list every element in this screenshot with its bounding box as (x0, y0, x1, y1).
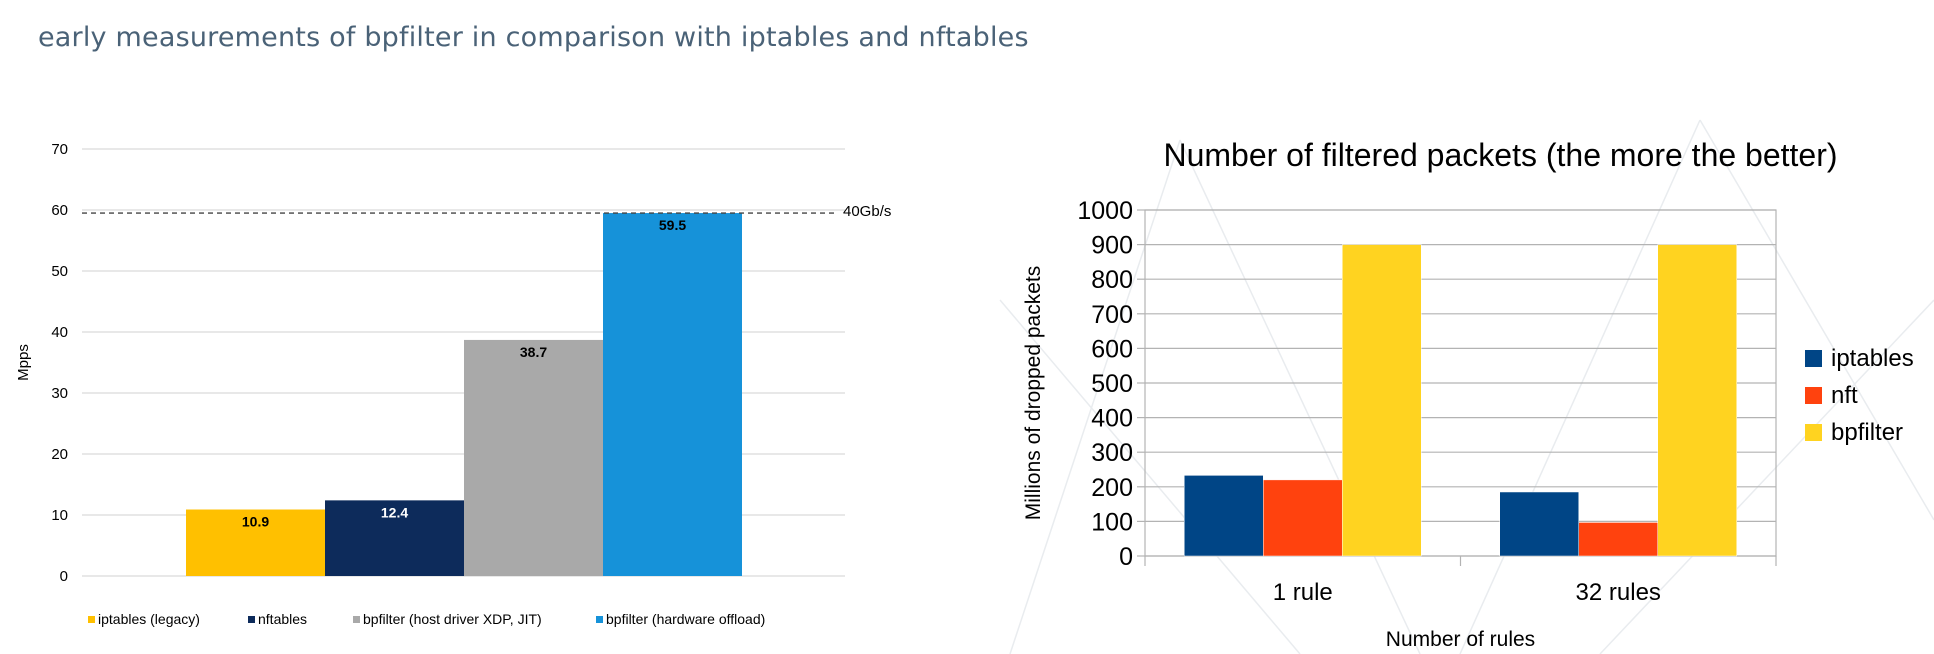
y-tick-label: 30 (51, 385, 68, 402)
legend-swatch (1805, 350, 1822, 367)
legend-swatch (248, 616, 255, 623)
data-label: 38.7 (520, 344, 547, 360)
legend-label: bpfilter (hardware offload) (606, 611, 765, 627)
y-tick-label: 60 (51, 202, 68, 219)
y-tick-label: 40 (51, 324, 68, 341)
legend-label: nftables (258, 611, 307, 627)
legend-swatch (1805, 424, 1822, 441)
y-axis-title: Mpps (15, 344, 32, 381)
y-tick-label: 700 (1091, 301, 1133, 329)
y-tick-label: 0 (1119, 543, 1133, 571)
x-axis-title: Number of rules (1386, 628, 1535, 651)
data-label: 59.5 (659, 217, 686, 233)
bar-bpfilter (1657, 244, 1737, 557)
y-tick-label: 100 (1091, 508, 1133, 536)
legend-label: iptables (legacy) (98, 611, 200, 627)
y-tick-label: 900 (1091, 232, 1133, 260)
bar (464, 339, 603, 576)
x-tick-label: 1 rule (1273, 579, 1333, 606)
bar-iptables (1499, 491, 1579, 557)
y-tick-label: 0 (60, 568, 68, 585)
chart-title: Number of filtered packets (the more the… (1163, 137, 1837, 173)
y-tick-label: 800 (1091, 266, 1133, 294)
y-tick-label: 1000 (1077, 197, 1133, 225)
y-tick-label: 300 (1091, 439, 1133, 467)
bar-iptables (1184, 475, 1264, 557)
y-tick-label: 50 (51, 263, 68, 280)
bar-nft (1263, 479, 1343, 557)
legend-swatch (88, 616, 95, 623)
x-tick-label: 32 rules (1576, 579, 1661, 606)
bar (603, 213, 742, 577)
legend-swatch (353, 616, 360, 623)
bar-nft (1578, 522, 1658, 557)
y-tick-label: 500 (1091, 370, 1133, 398)
legend-label: iptables (1831, 345, 1914, 372)
y-tick-label: 70 (51, 141, 68, 158)
legend-label: bpfilter (1831, 419, 1903, 446)
page-caption: early measurements of bpfilter in compar… (38, 22, 1029, 53)
legend-swatch (1805, 387, 1822, 404)
y-tick-label: 400 (1091, 405, 1133, 433)
legend-label: bpfilter (host driver XDP, JIT) (363, 611, 542, 627)
data-label: 12.4 (381, 504, 408, 520)
bar-bpfilter (1342, 244, 1422, 557)
data-label: 10.9 (242, 514, 269, 530)
legend-swatch (596, 616, 603, 623)
y-tick-label: 10 (51, 507, 68, 524)
legend-label: nft (1831, 382, 1858, 409)
bar (186, 509, 325, 576)
y-axis-title: Millions of dropped packets (1022, 266, 1045, 520)
y-tick-label: 200 (1091, 474, 1133, 502)
y-tick-label: 20 (51, 446, 68, 463)
y-tick-label: 600 (1091, 335, 1133, 363)
bar (325, 500, 464, 576)
reference-line-label: 40Gb/s (843, 203, 891, 220)
